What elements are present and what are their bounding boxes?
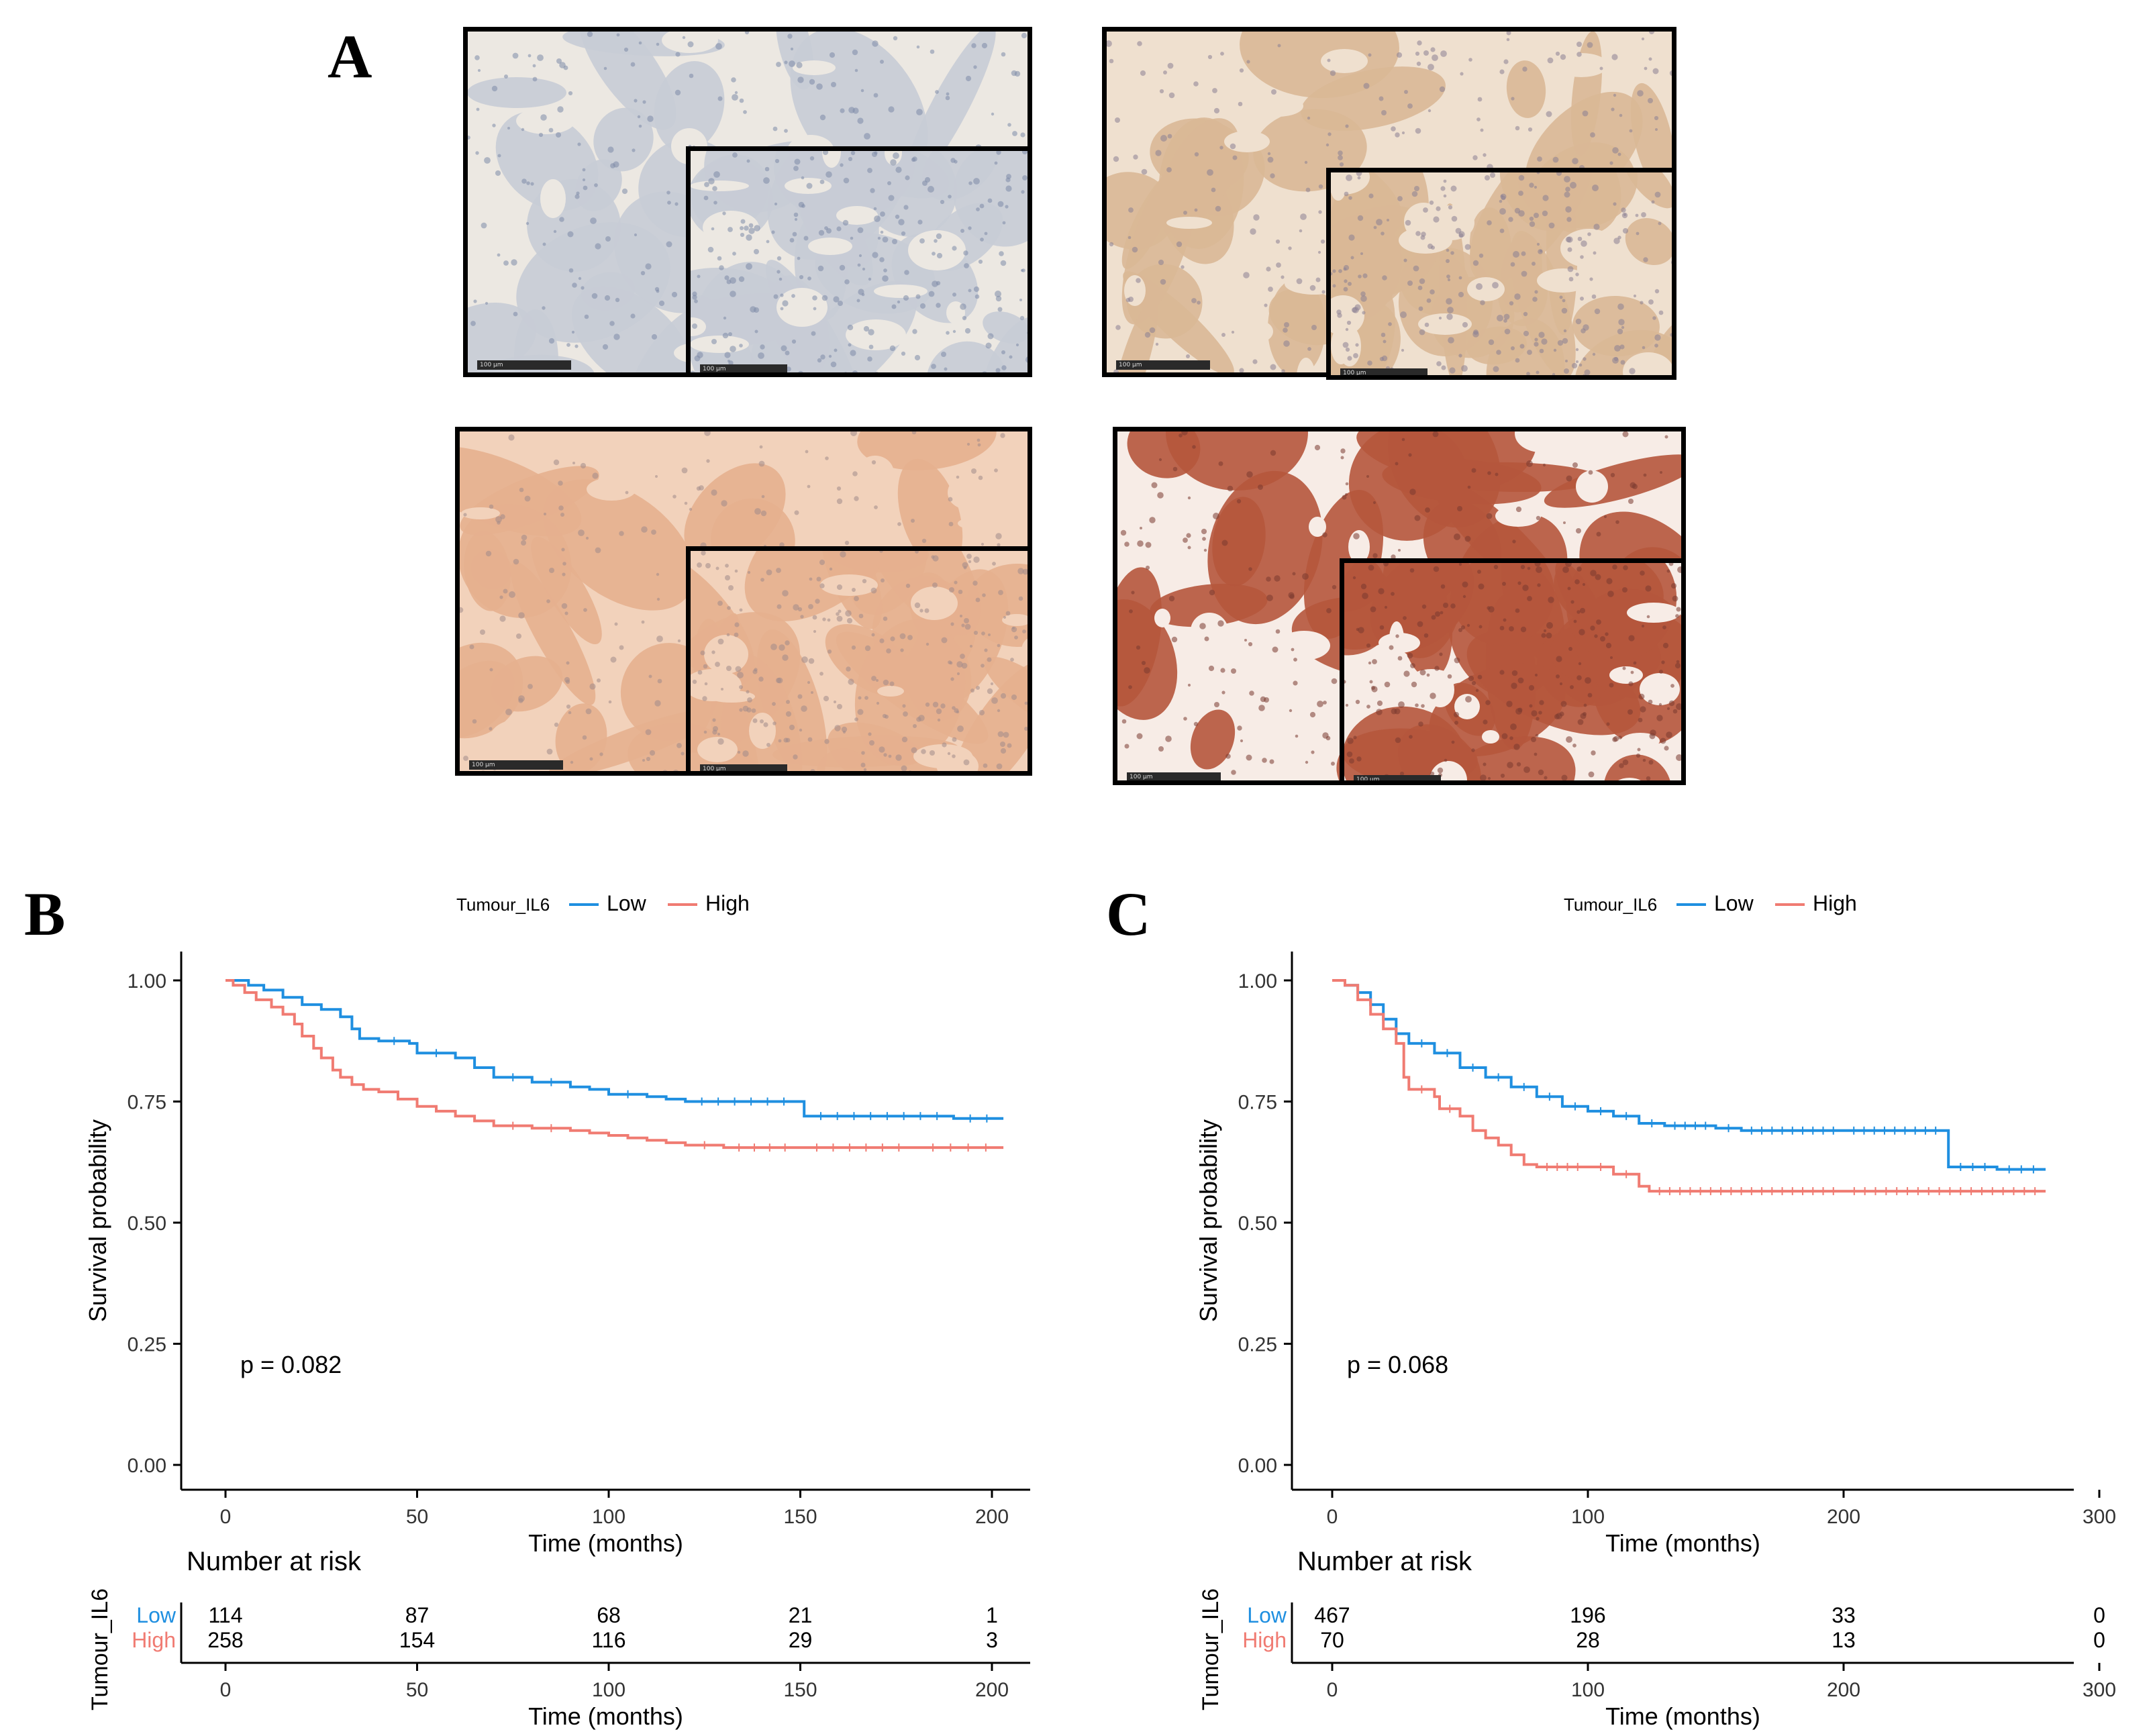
survival-curve-high xyxy=(1332,979,2046,1193)
risk-count-high: 13 xyxy=(1832,1628,1856,1652)
risk-count-high: 0 xyxy=(2093,1628,2105,1652)
x-tick-label: 150 xyxy=(783,1506,817,1528)
risk-count-low: 114 xyxy=(208,1603,242,1627)
x-axis-title: Time (months) xyxy=(1605,1529,1760,1557)
risk-x-tick-label: 200 xyxy=(975,1679,1009,1701)
x-tick-label: 300 xyxy=(2083,1506,2116,1528)
y-tick-label: 1.00 xyxy=(1238,970,1277,992)
micrograph-negative-inset: 100 µm xyxy=(686,146,1032,377)
risk-count-low: 0 xyxy=(2093,1603,2105,1627)
legend-label-low: Low xyxy=(1714,891,1754,915)
legend-label-low: Low xyxy=(607,891,647,915)
micrograph-weak-inset: 100 µm xyxy=(1326,168,1676,380)
risk-count-high: 3 xyxy=(986,1628,998,1652)
y-tick-label: 0.25 xyxy=(1238,1334,1277,1356)
risk-x-tick-label: 100 xyxy=(592,1679,625,1701)
risk-count-high: 28 xyxy=(1576,1628,1600,1652)
legend-title: Tumour_IL6 xyxy=(456,895,550,915)
y-tick-label: 0.00 xyxy=(128,1455,166,1477)
risk-count-low: 1 xyxy=(986,1603,998,1627)
risk-x-tick-label: 0 xyxy=(1327,1679,1338,1701)
risk-count-high: 154 xyxy=(399,1628,435,1652)
x-tick-label: 50 xyxy=(406,1506,428,1528)
y-tick-label: 0.25 xyxy=(128,1334,166,1356)
scale-bar: 100 µm xyxy=(469,760,563,770)
risk-table-ylabel: Tumour_IL6 xyxy=(1198,1588,1223,1711)
risk-count-low: 467 xyxy=(1314,1603,1350,1627)
scale-bar: 100 µm xyxy=(1127,772,1221,780)
legend-label-high: High xyxy=(705,891,750,915)
risk-count-high: 116 xyxy=(591,1628,625,1652)
scale-bar: 100 µm xyxy=(1116,360,1210,370)
risk-table-title: Number at risk xyxy=(187,1547,362,1576)
panel-label-b: B xyxy=(24,880,66,948)
y-tick-label: 1.00 xyxy=(128,970,166,992)
scale-bar: 100 µm xyxy=(700,364,787,372)
scale-bar: 100 µm xyxy=(1340,368,1427,375)
risk-x-axis-title: Time (months) xyxy=(1605,1702,1760,1730)
risk-table-title: Number at risk xyxy=(1297,1547,1472,1576)
risk-row-label-low: Low xyxy=(1247,1603,1287,1627)
x-tick-label: 100 xyxy=(1571,1506,1605,1528)
y-tick-label: 0.75 xyxy=(1238,1092,1277,1114)
risk-row-label-high: High xyxy=(132,1628,176,1652)
p-value-label: p = 0.068 xyxy=(1347,1351,1448,1378)
x-tick-label: 0 xyxy=(1327,1506,1338,1528)
x-tick-label: 0 xyxy=(220,1506,232,1528)
legend-label-high: High xyxy=(1813,891,1857,915)
risk-count-low: 68 xyxy=(597,1603,621,1627)
risk-row-label-low: Low xyxy=(136,1603,177,1627)
panel-label-c: C xyxy=(1106,880,1151,948)
survival-curve-low xyxy=(225,979,1004,1120)
risk-x-tick-label: 0 xyxy=(220,1679,232,1701)
micrograph-moderate-inset: 100 µm xyxy=(686,546,1032,776)
risk-count-high: 29 xyxy=(789,1628,813,1652)
risk-count-low: 21 xyxy=(789,1603,813,1627)
risk-x-tick-label: 100 xyxy=(1571,1679,1605,1701)
y-tick-label: 0.75 xyxy=(128,1092,166,1114)
risk-x-tick-label: 50 xyxy=(406,1679,428,1701)
y-axis-title: Survival probability xyxy=(1195,1119,1222,1322)
scale-bar: 100 µm xyxy=(477,360,571,370)
survival-curve-low xyxy=(1332,979,2046,1171)
scale-bar: 100 µm xyxy=(700,764,787,771)
risk-x-tick-label: 200 xyxy=(1827,1679,1860,1701)
legend-title: Tumour_IL6 xyxy=(1564,895,1657,915)
p-value-label: p = 0.082 xyxy=(240,1351,342,1378)
micrograph-strong-inset: 100 µm xyxy=(1340,558,1686,785)
risk-count-high: 258 xyxy=(207,1628,243,1652)
risk-x-tick-label: 150 xyxy=(783,1679,817,1701)
risk-count-high: 70 xyxy=(1320,1628,1344,1652)
risk-count-low: 196 xyxy=(1570,1603,1605,1627)
survival-curve-high xyxy=(225,979,1004,1150)
risk-x-axis-title: Time (months) xyxy=(528,1702,683,1730)
y-tick-label: 0.50 xyxy=(128,1213,166,1235)
x-axis-title: Time (months) xyxy=(528,1529,683,1557)
risk-count-low: 87 xyxy=(405,1603,430,1627)
scale-bar: 100 µm xyxy=(1354,775,1441,780)
x-tick-label: 100 xyxy=(592,1506,625,1528)
y-tick-label: 0.50 xyxy=(1238,1213,1277,1235)
y-tick-label: 0.00 xyxy=(1238,1455,1277,1477)
risk-table-ylabel: Tumour_IL6 xyxy=(87,1588,113,1711)
risk-count-low: 33 xyxy=(1832,1603,1856,1627)
y-axis-title: Survival probability xyxy=(84,1119,111,1322)
risk-row-label-high: High xyxy=(1242,1628,1287,1652)
risk-x-tick-label: 300 xyxy=(2083,1679,2116,1701)
x-tick-label: 200 xyxy=(975,1506,1009,1528)
x-tick-label: 200 xyxy=(1827,1506,1860,1528)
panel-label-a: A xyxy=(328,22,372,91)
